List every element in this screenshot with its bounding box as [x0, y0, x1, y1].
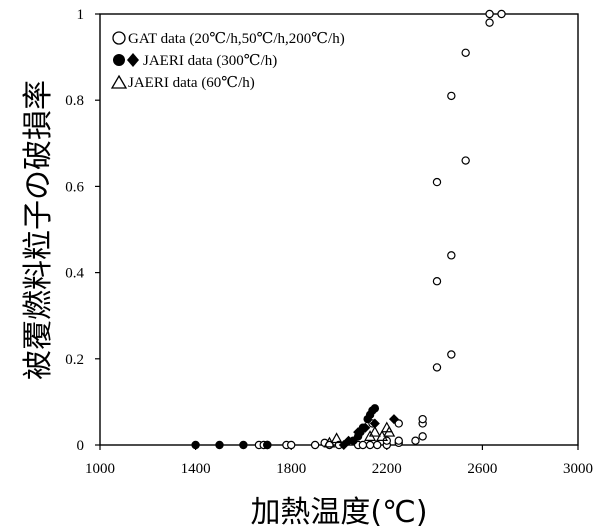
data-point-open-circle — [485, 18, 494, 27]
y-tick-label: 0.2 — [65, 352, 84, 368]
data-point-filled-diamond — [343, 435, 354, 446]
y-tick-label: 0.6 — [65, 179, 84, 195]
data-point-filled-circle — [215, 440, 224, 450]
legend-label-jaeri-60: JAERI data (60℃/h) — [128, 75, 255, 91]
data-point-open-circle — [432, 277, 442, 286]
data-point-open-circle — [418, 432, 427, 441]
y-axis-title: 被覆燃料粒子の破損率 — [21, 80, 56, 380]
data-point-filled-diamond — [388, 414, 399, 425]
data-point-open-circle — [461, 48, 470, 57]
data-point-filled-diamond — [369, 418, 380, 429]
data-point-open-circle — [373, 440, 382, 450]
data-point-filled-circle — [263, 440, 272, 450]
data-point-filled-circle — [239, 440, 248, 450]
legend-open-triangle-icon — [110, 74, 128, 89]
data-point-open-circle — [365, 440, 375, 450]
data-point-open-circle — [447, 251, 456, 260]
legend-label-gat: GAT data (20℃/h,50℃/h,200℃/h) — [128, 31, 345, 47]
data-point-open-circle — [358, 440, 368, 450]
data-point-filled-diamond — [360, 422, 371, 433]
data-point-open-circle — [411, 436, 420, 445]
data-point-open-circle — [310, 440, 320, 450]
y-tick-label: 1 — [77, 7, 85, 23]
data-point-open-triangle — [330, 432, 343, 444]
data-point-open-circle — [447, 350, 456, 359]
legend-label-jaeri-300: JAERI data (300℃/h) — [143, 53, 277, 69]
data-point-open-circle — [394, 419, 403, 428]
x-tick-label: 1400 — [181, 461, 211, 477]
data-point-filled-circle — [191, 440, 200, 450]
x-tick-label: 3000 — [563, 461, 593, 477]
x-tick-label: 2200 — [372, 461, 402, 477]
data-point-open-circle — [497, 9, 506, 19]
data-point-open-circle — [461, 156, 470, 165]
legend-open-circle-icon — [112, 31, 126, 45]
data-points — [191, 9, 506, 450]
y-tick-label: 0.4 — [65, 266, 84, 282]
y-tick-label: 0 — [77, 438, 85, 454]
x-tick-label: 1800 — [276, 461, 306, 477]
data-point-open-circle — [432, 177, 442, 187]
x-tick-label: 2600 — [467, 461, 497, 477]
legend-filled-diamond-icon — [127, 53, 139, 67]
x-tick-label: 1000 — [85, 461, 115, 477]
data-point-open-circle — [432, 363, 442, 372]
data-point-open-triangle — [368, 425, 381, 437]
x-axis-title: 加熱温度(℃) — [250, 495, 427, 530]
data-point-open-circle — [418, 414, 427, 424]
data-point-open-circle — [447, 91, 456, 101]
data-point-open-circle — [485, 9, 494, 19]
legend-filled-circle-icon — [113, 54, 125, 66]
y-tick-label: 0.8 — [65, 93, 84, 109]
data-point-open-triangle — [383, 425, 396, 437]
data-point-open-circle — [287, 440, 296, 450]
data-point-open-circle — [394, 436, 403, 445]
legend: GAT data (20℃/h,50℃/h,200℃/h) JAERI data… — [110, 31, 345, 91]
data-point-filled-circle — [370, 404, 380, 413]
axis-ticks: 1000 1400 1800 2200 2600 3000 0 0.2 0.4 0.6 0.8 1 — [65, 7, 593, 477]
data-point-filled-diamond — [353, 427, 364, 438]
